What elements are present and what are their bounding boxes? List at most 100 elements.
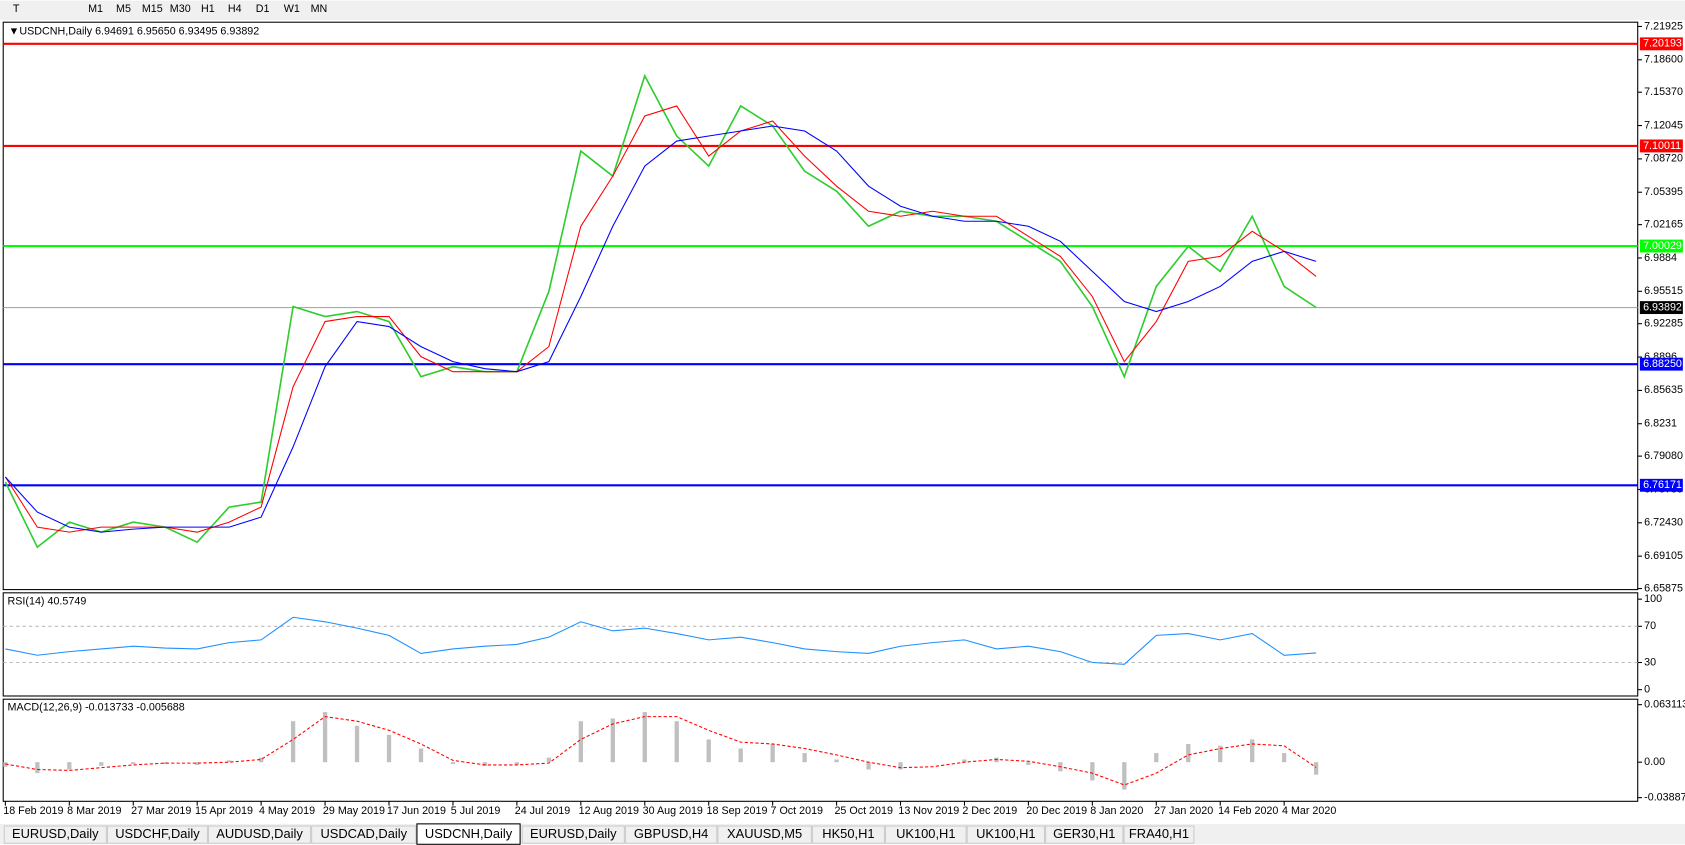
tab[interactable] [207, 825, 312, 844]
histogram-bar [802, 753, 807, 763]
tab-label[interactable]: GBPUSD,H4 [634, 826, 708, 841]
tab[interactable] [717, 825, 812, 844]
tab-label[interactable]: AUDUSD,Daily [216, 826, 303, 841]
tab[interactable] [311, 825, 417, 844]
x-tick-label: 25 Oct 2019 [834, 805, 893, 817]
tab[interactable] [521, 825, 625, 844]
x-tick-label: 8 Mar 2019 [67, 805, 121, 817]
timeframe-button[interactable]: D1 [256, 3, 270, 15]
tab[interactable] [811, 825, 885, 844]
toolbar [0, 0, 1685, 21]
timeframe-button[interactable]: M1 [88, 3, 103, 15]
tab[interactable] [966, 825, 1046, 844]
histogram-bar [1122, 762, 1127, 790]
histogram-bar [1282, 753, 1287, 763]
histogram-bar [227, 760, 232, 763]
histogram-bar [131, 762, 136, 765]
level-label-box [1639, 357, 1683, 371]
indicator-line [4, 105, 1317, 533]
y-tick-label: 7.02165 [1644, 218, 1683, 230]
tab-label[interactable]: XAUUSD,M5 [727, 826, 802, 841]
histogram-bar [706, 739, 711, 763]
tab-label[interactable]: UK100,H1 [896, 826, 955, 841]
rsi-pane [2, 592, 1639, 697]
tab-label[interactable]: USDCHF,Daily [115, 826, 200, 841]
y-tick-label: 0 [1644, 683, 1650, 695]
macd-title: MACD(12,26,9) -0.013733 -0.005688 [8, 702, 185, 714]
histogram-bar [1090, 762, 1095, 781]
timeframe-button[interactable]: H4 [228, 3, 242, 15]
histogram-bar [290, 721, 296, 763]
y-tick-label: 6.95515 [1644, 285, 1683, 297]
timeframe-button[interactable]: W1 [284, 3, 300, 15]
y-tick-label: 6.79080 [1644, 450, 1683, 462]
tab-label[interactable]: EURUSD,Daily [12, 826, 99, 841]
histogram-bar [674, 721, 679, 763]
histogram-bar [610, 718, 615, 763]
y-tick-label: 6.8231 [1644, 418, 1677, 430]
y-tick-label: 6.9884 [1644, 252, 1677, 264]
indicator-line [5, 716, 1317, 786]
active-tab[interactable] [416, 823, 521, 845]
histogram-bar [163, 762, 168, 765]
tab[interactable] [884, 825, 967, 844]
x-tick-label: 15 Apr 2019 [195, 805, 253, 817]
tab-label[interactable]: USDCNH,Daily [425, 826, 513, 841]
level-label: 6.76171 [1643, 479, 1682, 491]
timeframe-button[interactable]: M15 [142, 3, 163, 15]
tab[interactable] [3, 825, 107, 844]
x-tick-label: 27 Mar 2019 [131, 805, 191, 817]
tab-label[interactable]: UK100,H1 [976, 826, 1035, 841]
tab-label[interactable]: FRA40,H1 [1129, 826, 1189, 841]
histogram-bar [386, 734, 392, 763]
x-tick-label: 7 Oct 2019 [771, 805, 824, 817]
tab[interactable] [1045, 825, 1124, 844]
tab[interactable] [624, 825, 718, 844]
histogram-bar [482, 762, 488, 766]
y-tick-label: 100 [1644, 593, 1662, 605]
timeframe-button[interactable]: M30 [170, 3, 191, 15]
x-tick-label: 14 Feb 2020 [1218, 805, 1278, 817]
tab-label[interactable]: GER30,H1 [1053, 826, 1115, 841]
tab[interactable] [106, 825, 208, 844]
y-tick-label: 6.69105 [1644, 550, 1683, 562]
x-tick-label: 18 Feb 2019 [3, 805, 63, 817]
y-tick-label: 0.063113 [1644, 699, 1685, 711]
histogram-bar [514, 762, 520, 765]
histogram-bar [322, 712, 328, 763]
y-tick-label: 0.00 [1644, 756, 1665, 768]
x-tick-label: 4 Mar 2020 [1282, 805, 1336, 817]
tab[interactable] [1123, 825, 1195, 844]
level-label: 6.88250 [1643, 358, 1682, 370]
x-tick-label: 17 Jun 2019 [387, 805, 446, 817]
histogram-bar [195, 762, 200, 765]
histogram-bar [642, 712, 647, 763]
x-tick-label: 8 Jan 2020 [1090, 805, 1143, 817]
y-tick-label: 7.12045 [1644, 119, 1683, 131]
x-tick-label: 5 Jul 2019 [451, 805, 501, 817]
tab-label[interactable]: EURUSD,Daily [530, 826, 617, 841]
histogram-bar [354, 725, 360, 763]
histogram-bar [1186, 743, 1191, 763]
price-label-box [1639, 301, 1683, 315]
chart-window [0, 20, 1685, 824]
tab-label[interactable]: USDCAD,Daily [320, 826, 407, 841]
pane-title: ▼ [9, 26, 20, 38]
histogram-bar [546, 757, 552, 763]
level-label-box [1639, 478, 1683, 492]
x-tick-label: 20 Dec 2019 [1026, 805, 1087, 817]
histogram-bar [450, 762, 456, 765]
x-tick-label: 4 May 2019 [259, 805, 315, 817]
toolbar-icon[interactable]: T [13, 3, 20, 15]
timeframe-button[interactable]: M5 [116, 3, 131, 15]
indicator-line [5, 616, 1317, 665]
histogram-bar [99, 762, 104, 766]
timeframe-button[interactable]: H1 [201, 3, 215, 15]
tab-label[interactable]: HK50,H1 [822, 826, 874, 841]
y-tick-label: 6.65875 [1644, 582, 1683, 594]
timeframe-button[interactable]: MN [311, 3, 328, 15]
histogram-bar [1313, 762, 1319, 775]
level-label-box [1639, 239, 1683, 253]
y-tick-label: 30 [1644, 656, 1656, 668]
